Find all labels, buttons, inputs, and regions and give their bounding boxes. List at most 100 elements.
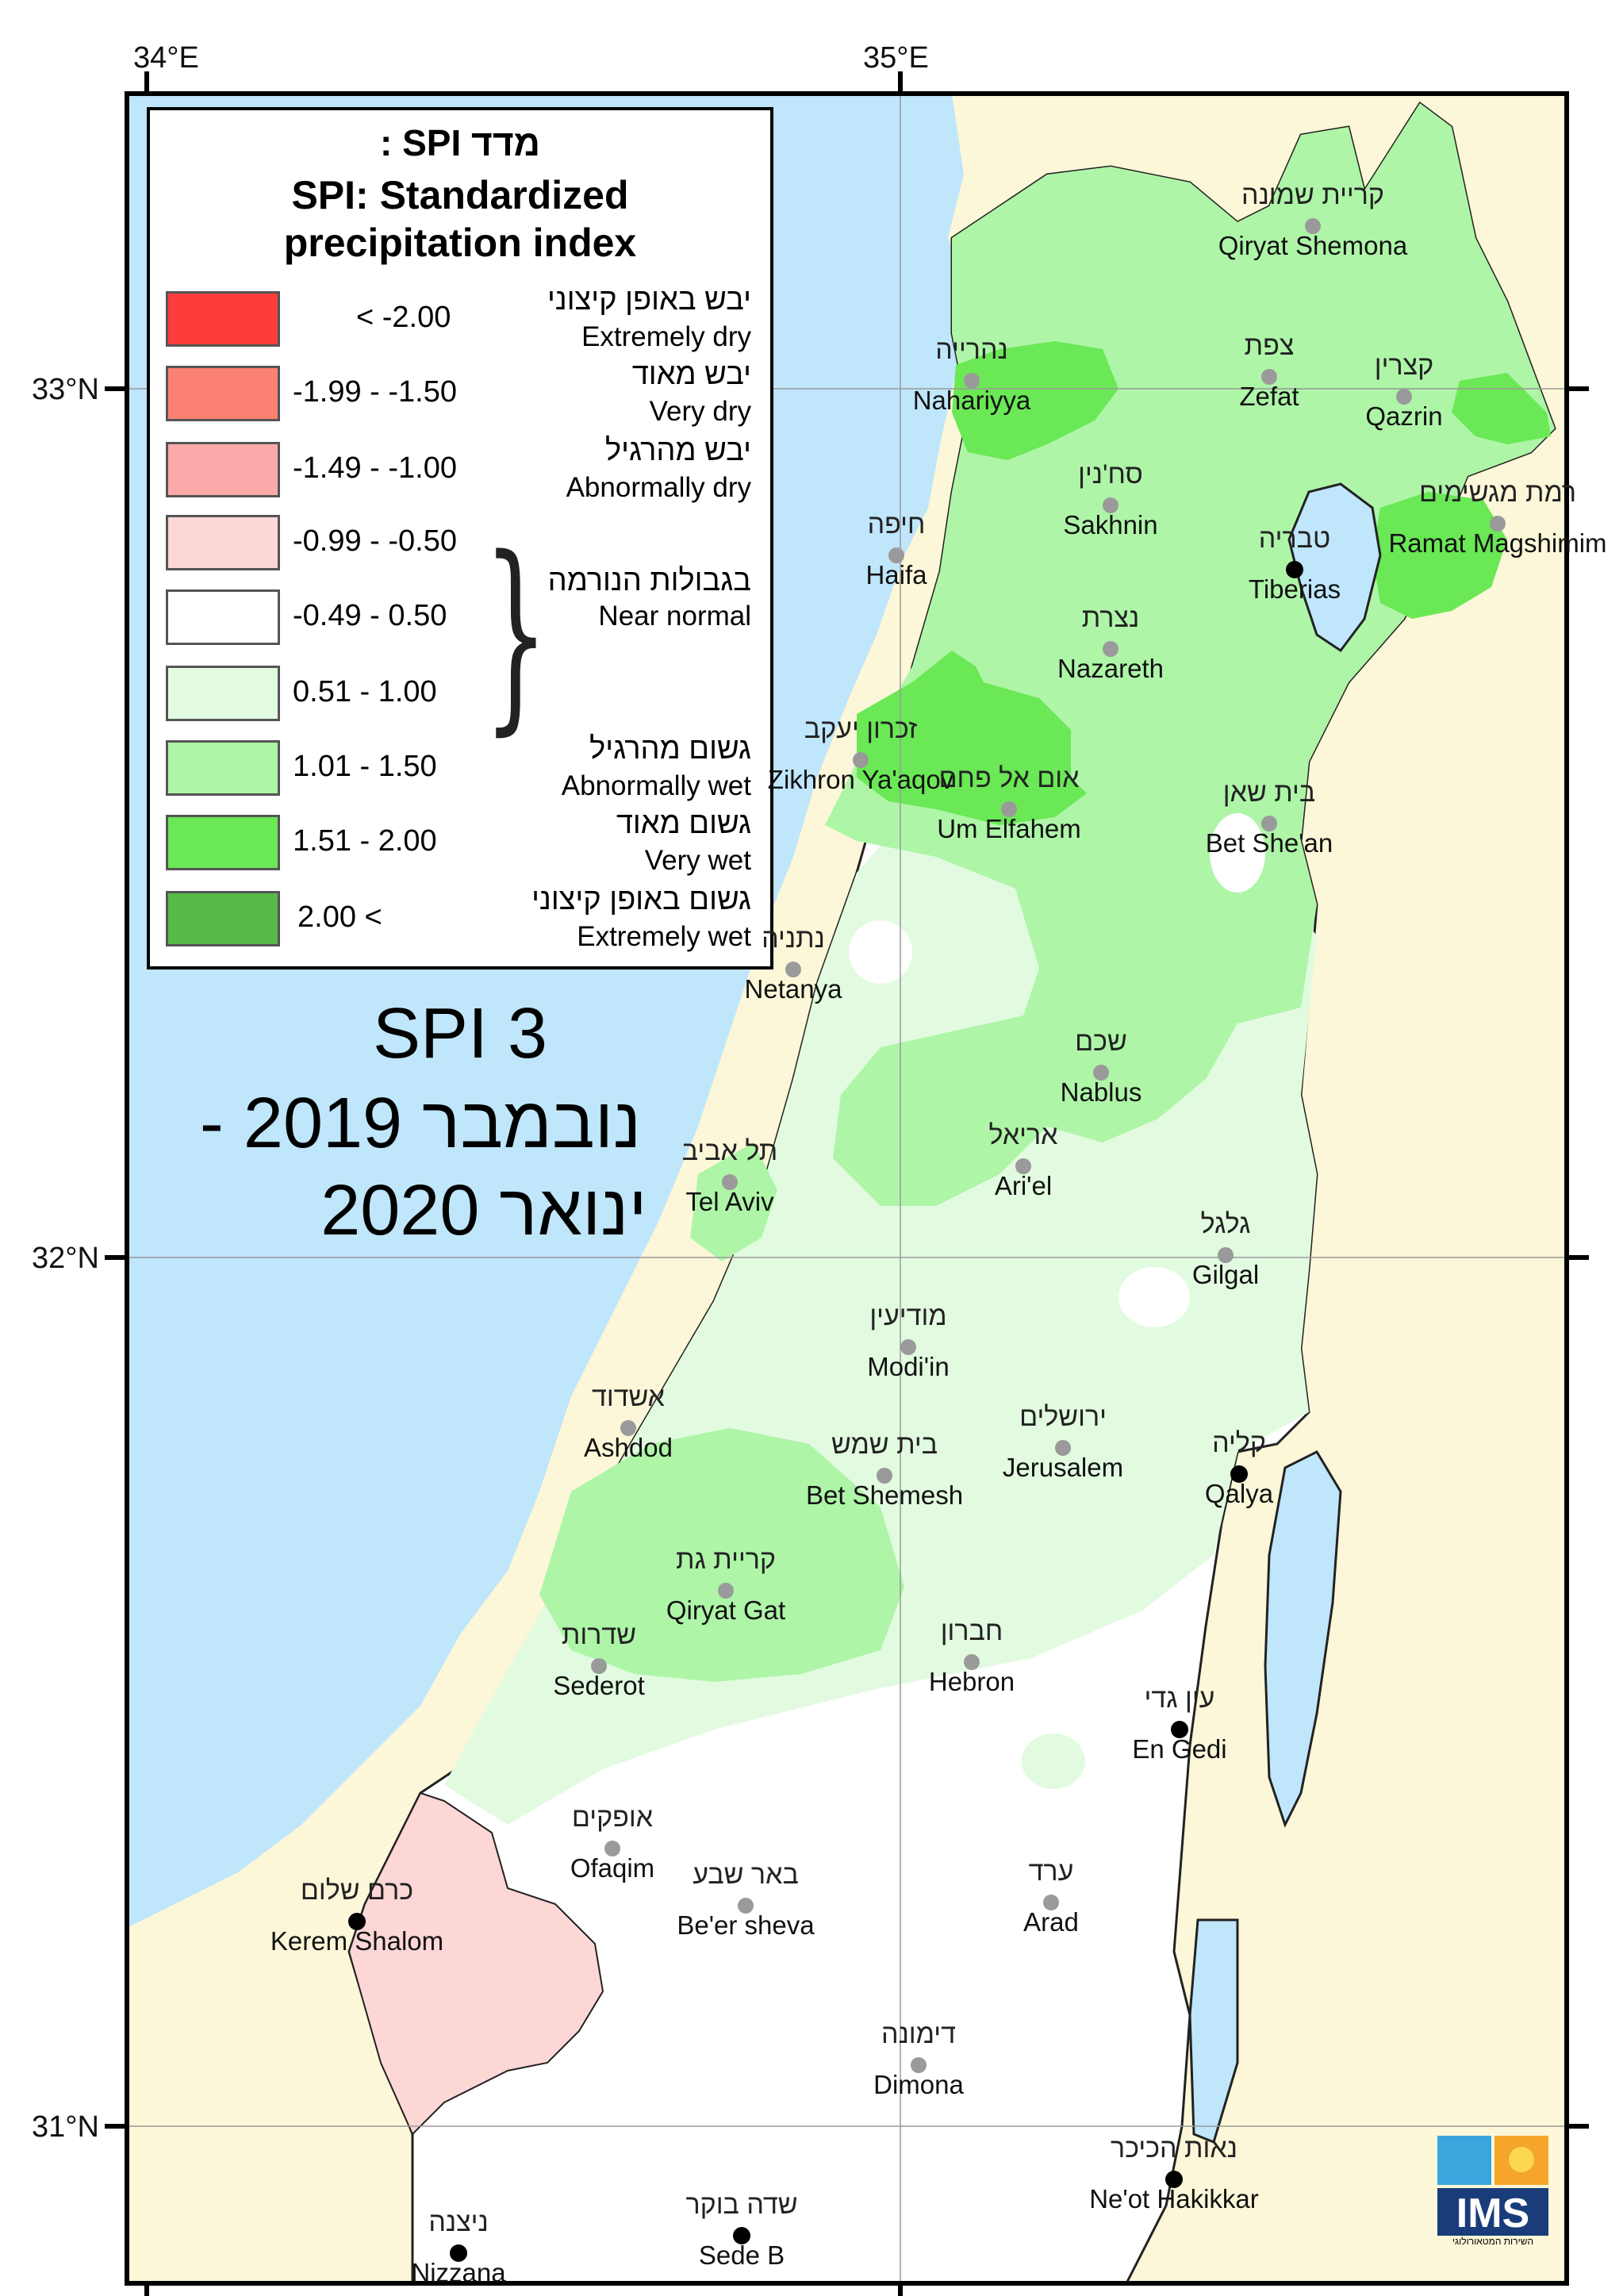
- map-frame: [125, 91, 1569, 2286]
- city-dot: [620, 1420, 636, 1436]
- legend-swatch: [166, 442, 280, 497]
- city-label-he: טבריה: [1258, 524, 1331, 554]
- city-dot: [1218, 1247, 1234, 1263]
- city-label-en: Arad: [1023, 1907, 1079, 1937]
- city-label-he: בית שמש: [831, 1430, 938, 1460]
- city-label-he: זכרון יעקב: [804, 714, 918, 744]
- lon-label-34: 34°E: [133, 41, 199, 75]
- city-label-he: נאות הכיכר: [1111, 2133, 1237, 2164]
- region-abnormally-wet-south: [539, 1428, 904, 1682]
- city-label-en: Sederot: [553, 1671, 645, 1700]
- city-dot: [900, 1339, 916, 1355]
- city-label-he: דימונה: [881, 2019, 956, 2049]
- city-label-en: Qiryat Gat: [666, 1595, 786, 1625]
- legend-swatch: [166, 515, 280, 570]
- legend-label-en: Abnormally wet: [561, 770, 751, 801]
- city-label-en: Ofaqim: [570, 1853, 655, 1883]
- city-label-en: Haifa: [865, 560, 927, 589]
- legend-range: 0.51 - 1.00: [293, 675, 437, 708]
- city-label-he: קריית גת: [675, 1545, 776, 1575]
- city-label-he: ירושלים: [1019, 1402, 1107, 1432]
- legend-label-en: Extremely wet: [577, 921, 751, 952]
- city-label-he: קליה: [1212, 1428, 1266, 1458]
- city-label-he: נהרייה: [935, 335, 1008, 365]
- city-label-en: Nizzana: [411, 2258, 506, 2287]
- map-title-line3: ינואר 2020: [320, 1171, 647, 1250]
- city-dot: [1230, 1465, 1248, 1483]
- white-patch: [1210, 813, 1265, 893]
- city-dot: [1171, 1721, 1188, 1738]
- city-dot: [853, 752, 869, 768]
- legend-title-en-1: SPI: Standardized: [291, 173, 629, 217]
- city-label-en: Zikhron Ya'aqov: [767, 765, 954, 794]
- region-very-wet-nahariyya: [952, 341, 1118, 460]
- city-label-he: סח'נין: [1078, 459, 1143, 490]
- region-slightly-dry: [347, 1791, 604, 2136]
- city-label-he: כרם שלום: [300, 1876, 414, 1906]
- city-dot: [1396, 389, 1412, 405]
- legend-label-he: גשום באופן קיצוני: [531, 883, 751, 916]
- legend-label-he: יבש באופן קיצוני: [547, 283, 751, 317]
- legend-range: 2.00 <: [297, 900, 382, 934]
- city-dot: [964, 373, 980, 389]
- city-label-en: Nablus: [1060, 1077, 1142, 1107]
- city-dot: [1165, 2171, 1183, 2188]
- map-title-line2: נובמבר 2019 -: [199, 1084, 642, 1163]
- city-dot: [1305, 218, 1321, 234]
- city-dot: [1055, 1440, 1071, 1456]
- city-label-en: Sede B: [698, 2240, 785, 2270]
- region-very-wet-zikhron: [857, 651, 1087, 825]
- city-label-he: נצרת: [1081, 603, 1140, 633]
- lat-label-32: 32°N: [32, 1242, 99, 1275]
- city-label-he: גלגל: [1200, 1209, 1251, 1239]
- city-dot: [733, 2227, 750, 2244]
- legend-swatch: [166, 891, 280, 946]
- legend-range: -0.49 - 0.50: [293, 599, 447, 632]
- legend-range: < -2.00: [356, 301, 451, 334]
- city-label-he: עין גדי: [1144, 1684, 1215, 1714]
- white-patch: [849, 920, 912, 984]
- city-label-en: Gilgal: [1191, 1260, 1260, 1289]
- city-label-en: Nazareth: [1057, 654, 1164, 683]
- city-label-en: Dimona: [873, 2070, 964, 2099]
- legend-label-en: Very wet: [644, 845, 751, 876]
- tick-marks: [105, 71, 1589, 2296]
- legend-label-en: Abnormally dry: [566, 472, 751, 503]
- legend-swatch: [166, 291, 280, 347]
- near-normal-brace: }: [483, 514, 549, 754]
- dead-sea-north: [1264, 1450, 1342, 1828]
- legend-label-he: יבש מאוד: [631, 358, 751, 391]
- city-dot: [877, 1468, 892, 1484]
- city-label-en: Sakhnin: [1063, 510, 1158, 539]
- city-dot: [1261, 369, 1277, 385]
- city-label-en: Hebron: [928, 1667, 1015, 1696]
- ims-logo-subtext: השירות המטאורולוגי: [1452, 2236, 1534, 2247]
- white-patch: [1118, 1267, 1190, 1327]
- city-label-he: קצרין: [1374, 351, 1434, 381]
- city-dot: [722, 1174, 738, 1190]
- city-label-he: שכם: [1075, 1027, 1127, 1057]
- city-dot: [591, 1658, 607, 1674]
- city-label-en: Ne'ot Hakikkar: [1089, 2184, 1259, 2213]
- legend-label-he: גשום מהרגיל: [589, 732, 751, 766]
- city-dot: [1015, 1158, 1031, 1174]
- ims-logo-graphic: [1437, 2136, 1548, 2236]
- legend-label-he: יבש מהרגיל: [604, 434, 751, 467]
- city-dot: [1490, 516, 1506, 532]
- city-label-en: Ramat Magshimim: [1388, 528, 1607, 558]
- city-label-en: Kerem Shalom: [270, 1926, 444, 1956]
- legend-swatch: [166, 366, 280, 421]
- legend-label-en: Very dry: [649, 396, 751, 427]
- city-dot: [964, 1654, 980, 1670]
- city-label-he: אום אל פחם: [938, 763, 1080, 793]
- city-dot: [1103, 641, 1118, 657]
- ims-logo: IMS השירות המטאורולוגי: [1437, 2136, 1548, 2247]
- city-label-he: אריאל: [988, 1120, 1058, 1150]
- legend-swatch: [166, 666, 280, 721]
- city-label-en: Zefat: [1239, 382, 1299, 411]
- region-very-wet-golan: [1372, 492, 1507, 619]
- legend-range: -1.49 - -1.00: [293, 451, 457, 485]
- city-label-en: Bet She'an: [1205, 828, 1333, 858]
- city-dot: [785, 962, 801, 977]
